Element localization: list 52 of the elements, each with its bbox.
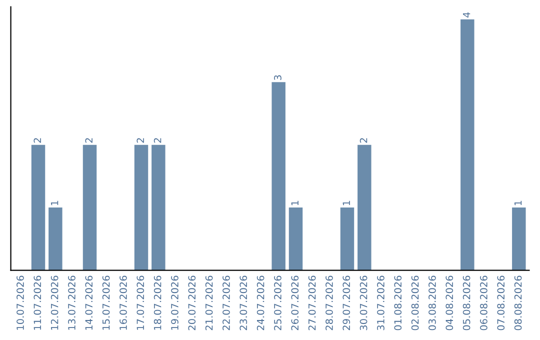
bar	[512, 208, 526, 270]
data-label: 1	[514, 200, 522, 206]
data-label: 4	[463, 12, 470, 18]
data-label: 2	[85, 138, 92, 143]
x-tick-label: 27.07.2026	[308, 276, 316, 330]
x-tick-label: 06.08.2026	[480, 276, 488, 330]
bar	[152, 144, 166, 270]
x-tick-label: 30.07.2026	[360, 276, 368, 330]
x-tick-label: 31.07.2026	[377, 276, 384, 330]
x-tick-label: 11.07.2026	[34, 276, 42, 330]
x-tick-label: 22.07.2026	[222, 276, 230, 330]
bar	[460, 19, 474, 270]
x-tick-label: 07.08.2026	[497, 276, 505, 330]
bar	[48, 208, 62, 270]
x-tick-label: 28.07.2026	[326, 276, 333, 330]
x-tick-label: 29.07.2026	[342, 276, 350, 330]
x-tick-label: 02.08.2026	[411, 276, 419, 330]
x-tick-label: 20.07.2026	[188, 276, 196, 330]
bar	[31, 144, 46, 270]
x-tick-label: 17.07.2026	[136, 276, 144, 330]
x-tick-label: 24.07.2026	[256, 276, 264, 330]
x-tick-label: 01.08.2026	[394, 276, 402, 330]
x-tick-label: 12.07.2026	[50, 276, 58, 330]
x-tick-label: 15.07.2026	[102, 276, 110, 330]
data-label: 2	[34, 138, 41, 143]
data-label: 2	[136, 138, 144, 143]
x-tick-label: 18.07.2026	[154, 276, 162, 330]
x-tick-label: 21.07.2026	[205, 276, 213, 330]
x-tick-label: 16.07.2026	[120, 276, 127, 330]
x-tick-label: 04.08.2026	[446, 276, 454, 330]
data-label: 2	[154, 138, 162, 143]
bar	[288, 208, 303, 270]
data-label: 3	[274, 75, 282, 80]
x-tick-label: 08.08.2026	[514, 276, 522, 330]
x-tick-label: 25.07.2026	[274, 276, 282, 330]
x-tick-label: 14.07.2026	[85, 276, 93, 330]
x-tick-label: 03.08.2026	[428, 276, 436, 330]
x-tick-label: 23.07.2026	[240, 276, 248, 330]
x-tick-label: 05.08.2026	[462, 276, 470, 330]
data-label: 1	[342, 200, 350, 206]
bar	[82, 144, 97, 270]
bar	[340, 208, 354, 270]
data-label: 2	[360, 138, 368, 143]
data-label: 1	[51, 200, 58, 206]
x-tick-label: 10.07.2026	[16, 276, 24, 330]
bar	[134, 144, 148, 270]
bar	[272, 82, 286, 270]
data-label: 1	[291, 200, 298, 206]
x-tick-label: 26.07.2026	[291, 276, 299, 330]
bar	[358, 144, 372, 270]
x-tick-label: 19.07.2026	[171, 276, 178, 330]
x-tick-label: 13.07.2026	[68, 276, 76, 330]
